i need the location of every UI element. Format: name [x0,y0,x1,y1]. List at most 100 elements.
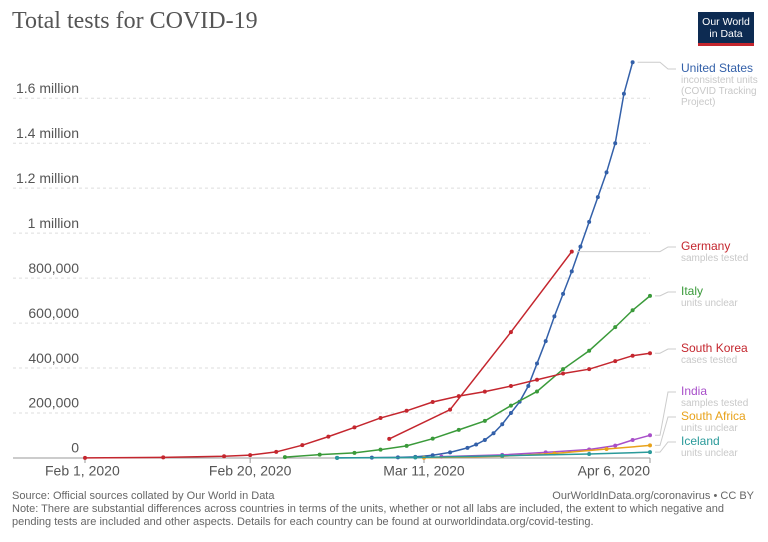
point [561,371,566,376]
point [161,455,166,460]
point [613,359,618,364]
legend-note: samples tested [681,253,749,264]
point [648,293,652,298]
y-tick-label: 200,000 [28,395,79,411]
point [248,453,253,458]
point [491,431,496,436]
point [413,455,418,460]
point [456,427,461,432]
point [508,403,513,408]
label-connector [576,246,676,253]
point [648,443,652,448]
source: Source: Official sources collated by Our… [12,490,275,502]
legend-label: Iceland [681,434,720,448]
point [482,418,487,423]
point [465,445,470,450]
legend-label: South Korea [681,341,748,355]
point [430,400,435,405]
legend-note: inconsistent units (COVID Tracking Proje… [681,75,758,108]
legend-note: units unclear [681,298,738,309]
legend-note: units unclear [681,448,738,459]
point [500,453,505,458]
legend-label: South Africa [681,409,746,423]
y-tick-label: 1.6 million [16,80,79,96]
y-tick-label: 0 [71,440,79,456]
point [648,450,652,455]
y-tick-label: 800,000 [28,260,79,276]
point [630,438,635,443]
point [448,407,453,412]
point [378,415,383,420]
chart-title: Total tests for COVID-19 [12,8,258,34]
x-tick-label: Apr 6, 2020 [578,463,651,479]
y-tick-label: 600,000 [28,305,79,321]
y-tick-label: 1.4 million [16,125,79,141]
point [587,451,592,456]
point [561,291,566,296]
point [613,443,618,448]
point [500,422,505,427]
point [587,367,592,372]
point [587,348,592,353]
x-tick-label: Feb 20, 2020 [209,463,292,479]
point [448,450,453,455]
note: Note: There are substantial differences … [12,503,724,528]
point [222,454,227,459]
point [648,433,652,438]
point [326,434,331,439]
label-connector [655,416,676,446]
point [508,330,513,335]
point [621,91,626,96]
point [561,367,566,372]
point [300,443,305,448]
x-tick-label: Mar 11, 2020 [383,463,465,479]
y-tick-label: 1.2 million [16,170,79,186]
legend-label: India [681,384,708,398]
point [282,455,287,460]
point [335,455,340,460]
label-connector [655,291,676,297]
series-line [337,62,634,459]
legend-note: samples tested [681,398,749,409]
point [595,195,600,200]
point [456,394,461,399]
label-connector [637,61,676,70]
point [474,442,479,447]
point [613,325,618,330]
point [630,353,635,358]
legend-label: United States [681,61,754,75]
point [604,170,609,175]
point [543,339,548,344]
point [274,449,279,454]
y-tick-label: 1 million [28,215,79,231]
point [613,141,618,146]
point [578,244,583,249]
point [404,443,409,448]
point [535,377,539,382]
point [378,447,383,452]
point [630,60,635,65]
series-line [84,352,651,459]
point [430,453,435,458]
point [83,455,87,460]
point [430,436,435,441]
point [404,408,409,413]
point [587,219,592,224]
point [630,308,635,313]
point [508,384,513,389]
url: OurWorldInData.org/coronavirus • CC BY [552,490,754,502]
point [535,389,539,394]
point [604,447,609,452]
point [552,314,557,319]
legend-note: units unclear [681,423,738,434]
legend-label: Italy [681,284,704,298]
point [352,450,357,455]
point [648,351,652,356]
point [352,425,357,430]
point [317,452,322,457]
logo: Our World in Data [698,12,754,46]
legend-note: cases tested [681,355,738,366]
y-tick-label: 400,000 [28,350,79,366]
